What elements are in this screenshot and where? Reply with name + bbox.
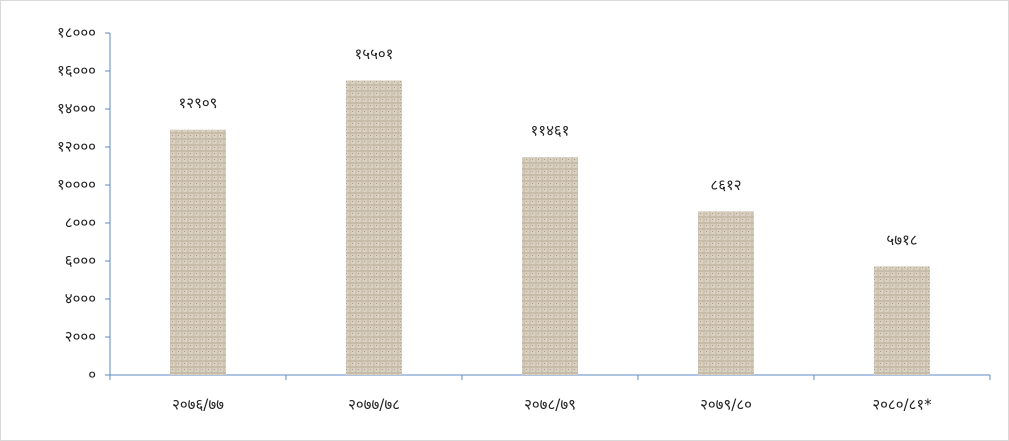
y-tick-label: ४००० [65,290,96,308]
y-tick-label: १६००० [57,62,96,80]
value-label: ८६१२ [710,176,741,194]
y-tick-label: १२००० [57,138,96,156]
value-label: ११४६१ [530,122,569,140]
x-tick-label: २०७६/७७ [172,396,224,414]
x-tick-label: २०७७/७८ [348,396,400,414]
y-tick-label: १४००० [57,100,96,118]
x-tick-label: २०७८/७९ [524,396,576,414]
value-label: १२९०९ [178,94,217,112]
bar [698,211,754,375]
y-tick-label: २००० [65,328,96,346]
bar [346,80,402,375]
bar [170,129,226,375]
value-label: ५७१८ [886,231,917,249]
x-tick-label: २०८०/८१* [872,396,932,414]
y-tick-label: १०००० [57,176,96,194]
y-tick-label: ८००० [65,214,96,232]
bar [522,157,578,375]
y-tick-label: ० [88,366,96,384]
x-tick-label: २०७९/८० [700,396,752,414]
bar [874,266,930,375]
value-label: १५५०१ [354,45,393,63]
y-tick-label: ६००० [65,252,96,270]
y-tick-label: १८००० [57,24,96,42]
